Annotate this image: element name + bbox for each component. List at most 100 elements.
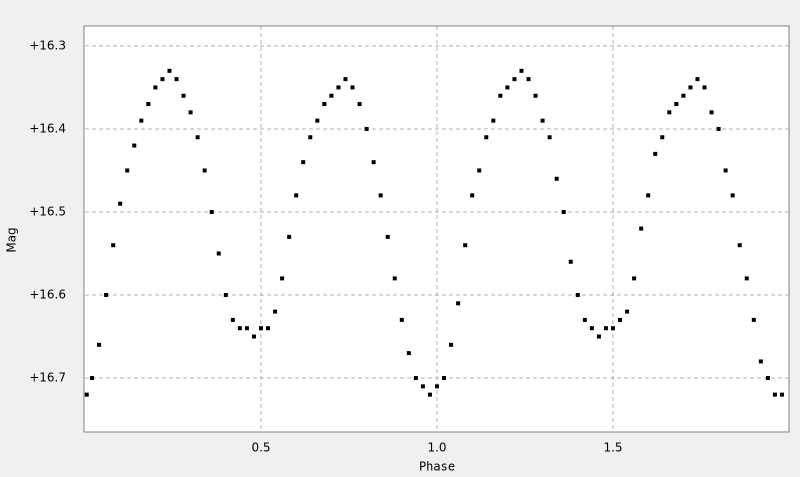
data-point: [596, 334, 601, 339]
data-point: [251, 334, 256, 339]
data-point: [420, 384, 425, 389]
data-point: [491, 118, 496, 123]
data-point: [104, 293, 109, 298]
data-point: [160, 77, 165, 82]
data-point: [533, 93, 538, 98]
data-point: [526, 77, 531, 82]
data-point: [188, 110, 193, 115]
data-point: [273, 309, 278, 314]
y-tick-label: +16.3: [29, 38, 66, 52]
data-point: [498, 93, 503, 98]
data-point: [758, 359, 763, 364]
data-point: [378, 193, 383, 198]
data-point: [688, 85, 693, 90]
data-point: [540, 118, 545, 123]
data-point: [435, 384, 439, 389]
data-point: [399, 317, 404, 322]
data-point: [547, 135, 552, 140]
y-tick-label: +16.7: [29, 371, 66, 385]
data-point: [772, 392, 777, 397]
data-point: [280, 276, 285, 281]
data-point: [329, 93, 334, 98]
y-tick-label: +16.4: [29, 121, 66, 135]
data-point: [554, 176, 559, 181]
data-point: [730, 193, 735, 198]
data-point: [618, 317, 623, 322]
data-point: [413, 376, 418, 381]
data-point: [343, 77, 348, 82]
y-axis-label: Mag: [5, 227, 19, 252]
data-point: [322, 102, 327, 107]
data-point: [139, 118, 144, 123]
data-point: [737, 243, 742, 248]
data-point: [442, 376, 447, 381]
data-point: [463, 243, 468, 248]
data-point: [223, 293, 228, 298]
data-point: [385, 234, 390, 239]
data-point: [336, 85, 341, 90]
data-point: [582, 317, 587, 322]
data-point: [716, 126, 721, 131]
x-tick-label: 0.5: [251, 441, 270, 455]
data-point: [456, 301, 461, 306]
data-point: [681, 93, 686, 98]
data-point: [230, 317, 235, 322]
data-point: [364, 126, 369, 131]
data-point: [667, 110, 672, 115]
data-point: [625, 309, 630, 314]
data-point: [118, 201, 123, 206]
x-axis-label: Phase: [419, 460, 455, 474]
data-point: [765, 376, 770, 381]
data-point: [357, 102, 362, 107]
data-point: [470, 193, 475, 198]
data-point: [589, 326, 594, 331]
data-point: [603, 326, 608, 331]
data-point: [266, 326, 271, 331]
data-point: [575, 293, 580, 298]
data-point: [146, 102, 151, 107]
data-point: [639, 226, 644, 231]
data-point: [646, 193, 651, 198]
data-point: [287, 234, 292, 239]
data-point: [153, 85, 158, 90]
data-point: [202, 168, 207, 173]
data-point: [406, 351, 411, 356]
data-point: [90, 376, 95, 381]
data-point: [660, 135, 665, 140]
data-point: [167, 68, 172, 73]
data-point: [244, 326, 249, 331]
data-point: [449, 342, 454, 347]
data-point: [315, 118, 320, 123]
data-point: [779, 392, 784, 397]
x-tick-label: 1.0: [427, 441, 446, 455]
data-point: [111, 243, 116, 248]
data-point: [308, 135, 313, 140]
data-point: [484, 135, 489, 140]
data-point: [371, 160, 376, 165]
data-point: [519, 68, 524, 73]
data-point: [350, 85, 355, 90]
data-point: [505, 85, 510, 90]
data-point: [611, 326, 615, 331]
data-point: [477, 168, 482, 173]
data-point: [181, 93, 186, 98]
data-point: [744, 276, 749, 281]
x-tick-label: 1.5: [603, 441, 622, 455]
data-point: [709, 110, 714, 115]
data-point: [174, 77, 179, 82]
data-point: [237, 326, 242, 331]
data-point: [674, 102, 679, 107]
y-tick-label: +16.5: [29, 204, 66, 218]
data-point: [427, 392, 432, 397]
data-point: [195, 135, 200, 140]
data-point: [259, 326, 263, 331]
data-point: [751, 317, 756, 322]
data-point: [702, 85, 707, 90]
data-point: [695, 77, 700, 82]
data-point: [653, 151, 658, 156]
data-point: [209, 209, 214, 214]
data-point: [125, 168, 130, 173]
data-point: [294, 193, 299, 198]
data-point: [132, 143, 137, 148]
